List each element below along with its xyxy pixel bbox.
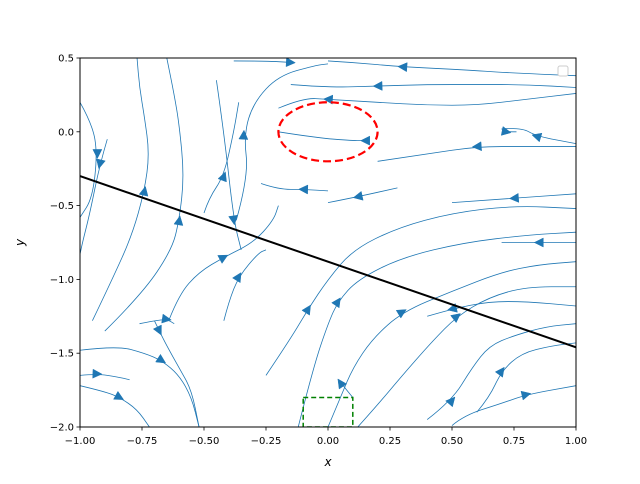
stream-arrow bbox=[322, 94, 334, 105]
x-tick-label: 0.25 bbox=[379, 436, 401, 447]
streamline bbox=[476, 342, 576, 413]
streamline bbox=[501, 128, 576, 145]
streamline bbox=[233, 60, 291, 63]
streamline bbox=[426, 323, 576, 420]
stream-arrow bbox=[155, 353, 167, 364]
streamline bbox=[203, 102, 240, 214]
stream-arrow bbox=[298, 184, 309, 195]
stream-arrow bbox=[360, 135, 370, 146]
stream-arrow bbox=[92, 368, 103, 379]
stream-arrow bbox=[494, 366, 505, 378]
y-tick-label: 0.5 bbox=[58, 54, 74, 65]
x-axis-label: x bbox=[323, 455, 332, 469]
streamline bbox=[278, 131, 366, 142]
stream-arrow bbox=[96, 158, 106, 170]
y-tick-label: −0.5 bbox=[50, 201, 74, 212]
green-dashed-rectangle bbox=[302, 396, 354, 427]
x-tick-label: 0.75 bbox=[503, 436, 525, 447]
stream-arrow bbox=[450, 313, 461, 324]
stream-arrow bbox=[92, 149, 103, 159]
x-tick-label: −0.50 bbox=[189, 436, 220, 447]
streamline bbox=[278, 93, 576, 109]
stream-arrow bbox=[471, 141, 482, 152]
streamline bbox=[290, 84, 576, 88]
streamline bbox=[80, 102, 97, 218]
plot-area bbox=[80, 58, 576, 427]
y-axis-ticks: −2.0 −1.5 −1.0 −0.5 0.0 0.5 bbox=[50, 54, 80, 434]
stream-arrow bbox=[138, 185, 149, 197]
stream-arrow bbox=[232, 272, 242, 284]
streamline bbox=[92, 58, 149, 321]
stream-arrow bbox=[152, 324, 162, 336]
streamline bbox=[216, 80, 242, 250]
stream-arrow bbox=[520, 390, 532, 401]
stream-arrow bbox=[331, 297, 341, 309]
x-tick-label: 1.00 bbox=[565, 436, 587, 447]
streamline bbox=[235, 63, 329, 221]
y-tick-label: −1.0 bbox=[50, 275, 74, 286]
x-tick-label: −0.75 bbox=[127, 436, 158, 447]
stream-arrow bbox=[397, 62, 408, 73]
overlays-group bbox=[80, 101, 576, 427]
streamline bbox=[260, 183, 329, 192]
red-dashed-ellipse bbox=[277, 101, 379, 163]
stream-arrow bbox=[238, 129, 249, 140]
streamline bbox=[357, 286, 576, 427]
black-line bbox=[80, 175, 576, 349]
legend-box bbox=[557, 65, 569, 77]
stream-arrow bbox=[445, 396, 456, 408]
stream-arrow bbox=[531, 132, 543, 143]
x-tick-label: −0.25 bbox=[251, 436, 282, 447]
stream-arrow bbox=[301, 304, 311, 316]
streamline bbox=[327, 60, 576, 77]
streamline bbox=[265, 206, 576, 376]
stream-arrow bbox=[161, 313, 172, 324]
y-axis-label: y bbox=[13, 238, 27, 247]
x-tick-label: 0.00 bbox=[317, 436, 339, 447]
streamline bbox=[104, 58, 184, 332]
y-tick-label: 0.0 bbox=[58, 127, 74, 138]
stream-arrow bbox=[500, 126, 512, 136]
stream-arrow bbox=[508, 192, 520, 203]
stream-arrow bbox=[395, 309, 407, 319]
x-axis-ticks: −1.00 −0.75 −0.50 −0.25 0.00 0.25 0.50 0.75 1.00 bbox=[65, 427, 587, 447]
streamline bbox=[297, 231, 576, 427]
stream-arrow bbox=[337, 378, 348, 390]
x-tick-label: 0.50 bbox=[441, 436, 463, 447]
streamline bbox=[327, 261, 576, 427]
stream-arrow bbox=[533, 237, 544, 248]
streamline bbox=[80, 374, 130, 381]
stream-arrow bbox=[372, 81, 383, 91]
stream-arrow bbox=[217, 171, 227, 183]
stream-arrow bbox=[173, 215, 184, 226]
stream-arrow bbox=[285, 58, 296, 68]
stream-arrow bbox=[113, 390, 125, 400]
streamlines-group bbox=[80, 58, 576, 427]
stream-arrow bbox=[217, 254, 229, 264]
y-tick-label: −2.0 bbox=[50, 423, 74, 434]
y-tick-label: −1.5 bbox=[50, 349, 74, 360]
x-tick-label: −1.00 bbox=[65, 436, 96, 447]
stream-arrow bbox=[352, 190, 364, 201]
streamline bbox=[451, 385, 576, 426]
